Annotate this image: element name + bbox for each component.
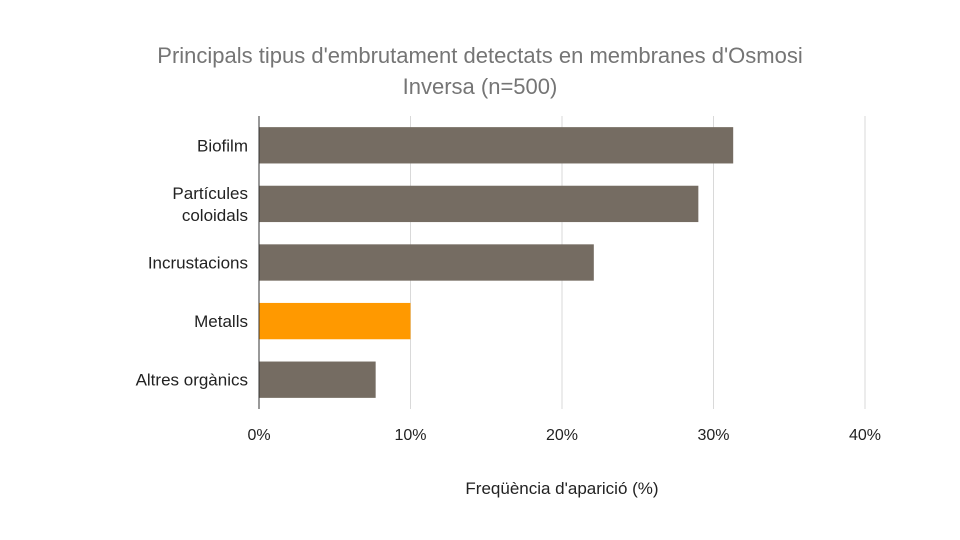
- x-tick-label: 40%: [849, 427, 881, 444]
- bar: [259, 361, 376, 398]
- bars: [259, 127, 734, 398]
- x-tick-label: 30%: [697, 427, 729, 444]
- x-axis-title: Freqüència d'aparició (%): [465, 479, 658, 498]
- category-label: Biofilm: [197, 136, 248, 155]
- x-tick-label: 20%: [546, 427, 578, 444]
- x-tick-labels: 0% 10% 20% 30% 40%: [247, 427, 881, 444]
- bar: [259, 185, 699, 223]
- bar: [259, 127, 734, 164]
- category-labels: Biofilm Partícules coloidals Incrustacions M…: [136, 136, 248, 389]
- chart-title-line-1: Principals tipus d'embrutament detectats…: [157, 43, 802, 68]
- x-tick-label: 10%: [394, 427, 426, 444]
- category-label: Partícules coloidals: [172, 184, 248, 225]
- chart-title-line-2: Inversa (n=500): [403, 74, 558, 99]
- bar: [259, 244, 594, 281]
- category-label: Altres orgànics: [136, 371, 248, 390]
- bar: [259, 302, 411, 340]
- x-tick-label: 0%: [247, 427, 270, 444]
- category-label: Incrustacions: [148, 254, 248, 273]
- category-label: Metalls: [194, 312, 248, 331]
